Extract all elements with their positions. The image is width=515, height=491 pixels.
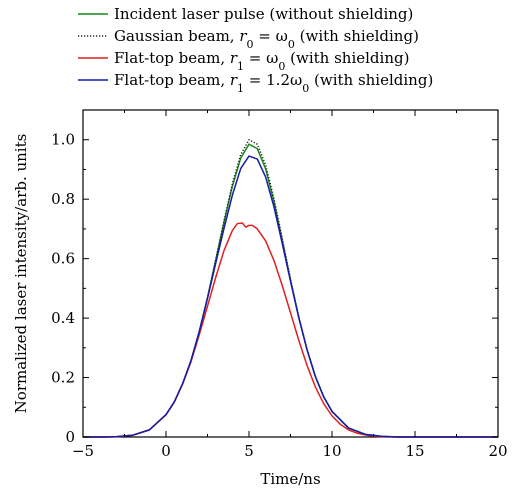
x-tick-label: 10 [322, 442, 341, 460]
x-tick-label: 20 [488, 442, 507, 460]
x-axis-label: Time/ns [260, 470, 320, 488]
y-tick-label: 0 [65, 428, 75, 446]
y-tick-label: 0.4 [51, 309, 75, 327]
series-line-2 [83, 138, 498, 438]
legend-label-2: Gaussian beam, r0 = ω0 (with shielding) [114, 27, 419, 51]
series-line-3 [83, 222, 498, 438]
y-tick-label: 1.0 [51, 131, 75, 149]
y-axis-label: Normalized laser intensity/arb. units [12, 134, 30, 414]
y-tick-label: 0.6 [51, 250, 75, 268]
legend-label-3: Flat-top beam, r1 = ω0 (with shielding) [114, 49, 409, 73]
series-layer [83, 138, 498, 438]
legend-label-4: Flat-top beam, r1 = 1.2ω0 (with shieldin… [114, 71, 433, 95]
x-tick-label: 5 [244, 442, 254, 460]
x-tick-label: 0 [161, 442, 171, 460]
y-tick-label: 0.8 [51, 190, 75, 208]
series-line-1 [83, 143, 498, 438]
x-tick-label: 15 [405, 442, 424, 460]
legend: Incident laser pulse (without shielding)… [78, 5, 433, 95]
series-line-4 [83, 155, 498, 438]
plot-frame [82, 109, 499, 438]
x-tick-label: −5 [72, 442, 94, 460]
legend-label-1: Incident laser pulse (without shielding) [114, 5, 413, 23]
y-tick-label: 0.2 [51, 369, 75, 387]
